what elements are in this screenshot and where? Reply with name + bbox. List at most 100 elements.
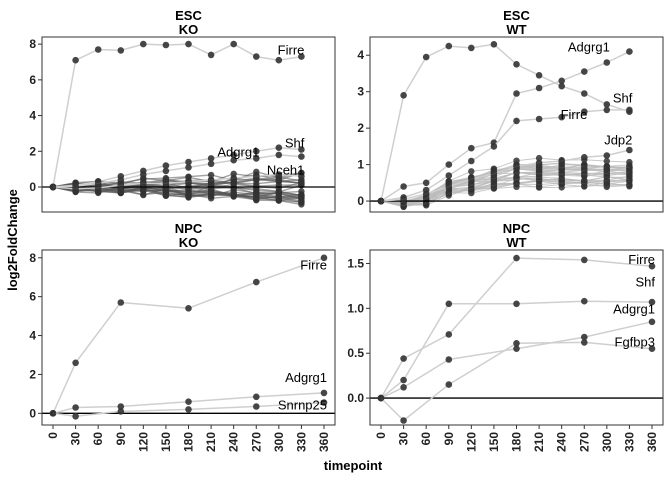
gene-label: Shf	[285, 136, 305, 151]
series-point-adgrg1	[252, 393, 260, 401]
background-trace-point	[558, 164, 565, 171]
x-tick-label: 300	[600, 432, 614, 452]
series-point-shf	[648, 298, 656, 306]
x-tick-label: 120	[464, 432, 478, 452]
series-point-nceh1	[230, 174, 237, 182]
series-point-firre	[275, 56, 283, 64]
panel-title: ESC	[175, 8, 202, 23]
x-tick-label: 90	[114, 432, 128, 446]
x-tick-label: 30	[69, 432, 83, 446]
series-line-adgrg1	[380, 43, 630, 202]
series-line-shf	[380, 50, 630, 202]
background-trace-point	[535, 154, 543, 162]
background-trace-point	[162, 192, 170, 199]
series-point-adgrg1	[185, 164, 192, 171]
panel-subtitle: WT	[506, 235, 526, 250]
series-point-firre	[185, 40, 192, 48]
series-point-snrnp25	[117, 408, 125, 415]
y-tick-label: 2	[29, 144, 36, 158]
series-point-jdp2	[377, 197, 385, 205]
series-point-firre	[558, 113, 565, 121]
gene-label: Jdp2	[604, 132, 632, 147]
series-point-adgrg1	[445, 42, 453, 50]
series-line-nceh1	[52, 173, 302, 190]
y-tick-label: 0	[357, 194, 364, 208]
x-tick-label: 300	[272, 432, 286, 452]
series-point-shf	[468, 144, 475, 152]
series-point-adgrg1	[117, 176, 125, 184]
background-trace-line	[380, 157, 630, 203]
x-tick-label: 240	[555, 432, 569, 452]
series-point-firre	[445, 172, 453, 179]
series-point-fgfbp3	[445, 381, 453, 388]
series-point-firre	[117, 299, 125, 306]
series-line-snrnp25	[52, 401, 325, 418]
series-point-snrnp25	[185, 406, 192, 413]
x-tick-label: 60	[91, 432, 105, 446]
background-trace-line	[380, 183, 630, 207]
series-point-nceh1	[252, 173, 260, 180]
series-line-firre	[52, 257, 325, 414]
background-trace-point	[535, 170, 543, 177]
series-point-firre	[230, 40, 237, 48]
series-point-nceh1	[140, 180, 147, 187]
gene-label: Firre	[561, 107, 588, 122]
background-trace-point	[468, 189, 475, 197]
x-tick-label: 120	[136, 432, 150, 452]
series-point-nceh1	[72, 185, 79, 193]
series-point-jdp2	[581, 154, 588, 161]
series-point-snrnp25	[320, 399, 328, 406]
series-point-adgrg1	[513, 61, 520, 68]
gene-label: Firre	[628, 252, 655, 267]
panel-data	[42, 40, 335, 208]
series-point-adgrg1	[162, 167, 170, 175]
series-point-shf	[445, 300, 453, 308]
series-point-fgfbp3	[648, 345, 656, 353]
background-trace-point	[253, 194, 260, 202]
series-point-shf	[298, 146, 305, 153]
background-trace-point	[230, 190, 237, 198]
series-point-adgrg1	[581, 333, 588, 341]
gene-label: Nceh1	[267, 162, 305, 177]
x-tick-label: 360	[645, 432, 659, 452]
background-trace-point	[207, 171, 215, 179]
series-point-fgfbp3	[400, 417, 407, 424]
background-trace-point	[207, 188, 215, 195]
series-line-adgrg1	[52, 154, 302, 188]
series-point-adgrg1	[648, 318, 656, 326]
series-point-shf	[422, 179, 430, 187]
series-point-shf	[513, 300, 520, 308]
background-trace-point	[490, 175, 498, 182]
series-point-firre	[513, 117, 520, 125]
series-point-firre	[513, 254, 520, 262]
y-tick-label: 2	[357, 121, 364, 135]
series-point-nceh1	[207, 176, 215, 184]
series-point-shf	[162, 162, 170, 169]
x-axis-label: timepoint	[324, 458, 383, 473]
background-trace-point	[275, 193, 282, 200]
background-trace-point	[626, 176, 633, 183]
x-tick-label: 270	[577, 432, 591, 452]
y-tick-label: 4	[357, 48, 364, 62]
background-trace-point	[400, 202, 407, 210]
series-point-adgrg1	[535, 72, 543, 79]
series-point-shf	[230, 151, 237, 159]
gene-label: Adgrg1	[613, 302, 655, 317]
background-trace-point	[626, 182, 633, 189]
y-tick-label: 8	[29, 251, 36, 265]
series-point-adgrg1	[275, 151, 283, 159]
series-point-firre	[72, 56, 79, 64]
background-trace-point	[445, 190, 452, 197]
series-point-shf	[513, 90, 520, 97]
panel-data	[370, 41, 663, 211]
panel-subtitle: KO	[179, 22, 199, 37]
series-point-shf	[275, 144, 283, 151]
x-tick-label: 210	[204, 432, 218, 452]
background-trace-point	[535, 181, 543, 188]
series-point-jdp2	[468, 175, 475, 183]
series-point-shf	[400, 183, 407, 190]
x-tick-label: 90	[442, 432, 456, 446]
background-trace-point	[140, 187, 147, 194]
